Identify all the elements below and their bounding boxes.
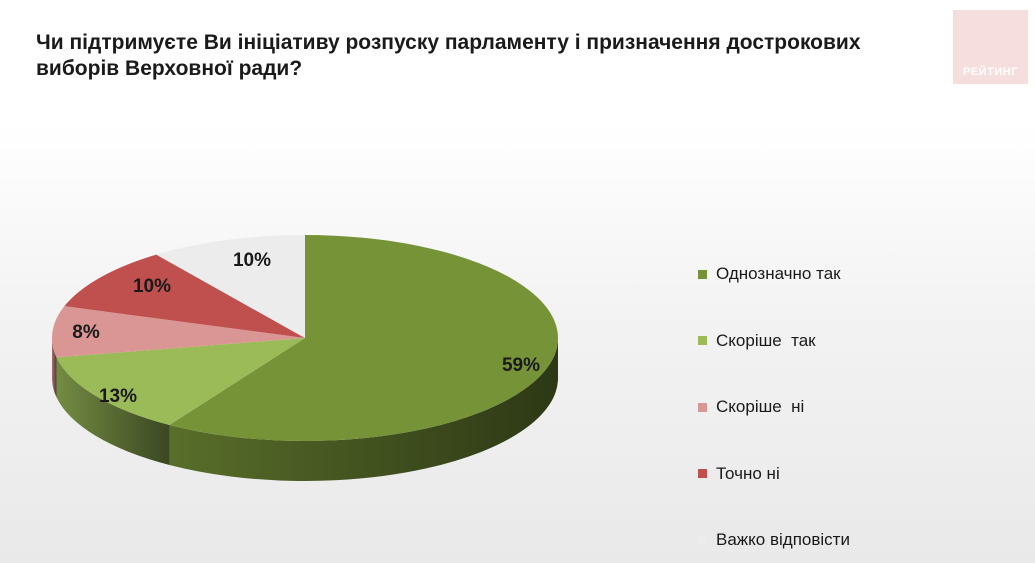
legend-label: Точно ні xyxy=(716,463,780,483)
legend-label: Скоріше так xyxy=(716,330,816,350)
pie-side-0 xyxy=(169,338,558,482)
pie-slice-0 xyxy=(169,235,558,441)
data-label-4: 10% xyxy=(233,250,271,271)
legend-label: Однозначно так xyxy=(716,264,841,283)
legend-label: Важко відповісти xyxy=(716,530,850,549)
legend-item: Однозначно так xyxy=(698,262,1018,286)
legend-label: Скоріше ні xyxy=(716,397,805,416)
data-label-1: 13% xyxy=(99,386,137,407)
legend-item: Точно ні xyxy=(698,462,1018,486)
legend-swatch xyxy=(698,535,707,545)
pie-slice-4 xyxy=(156,235,305,338)
data-label-0: 59% xyxy=(502,355,540,376)
legend-item: Скоріше так xyxy=(698,329,1018,353)
pie-slice-2 xyxy=(52,306,306,358)
legend-swatch xyxy=(698,336,707,345)
pie-slice-3 xyxy=(64,254,306,338)
pie-side-2 xyxy=(52,338,57,398)
pie-slice-1 xyxy=(56,338,306,425)
legend-swatch xyxy=(698,269,707,279)
legend-item: Важко відповісти xyxy=(698,528,1018,552)
data-label-3: 10% xyxy=(133,276,171,297)
pie-side-1 xyxy=(56,357,170,465)
data-label-2: 8% xyxy=(72,322,100,343)
rating-logo: РЕЙТИНГ xyxy=(953,10,1028,84)
logo-text: РЕЙТИНГ xyxy=(963,66,1018,78)
legend-swatch xyxy=(698,469,707,478)
legend-item: Скоріше ні xyxy=(698,395,1018,419)
chart-title: Чи підтримуєте Ви ініціативу розпуску па… xyxy=(36,31,861,80)
legend-swatch xyxy=(698,402,707,412)
